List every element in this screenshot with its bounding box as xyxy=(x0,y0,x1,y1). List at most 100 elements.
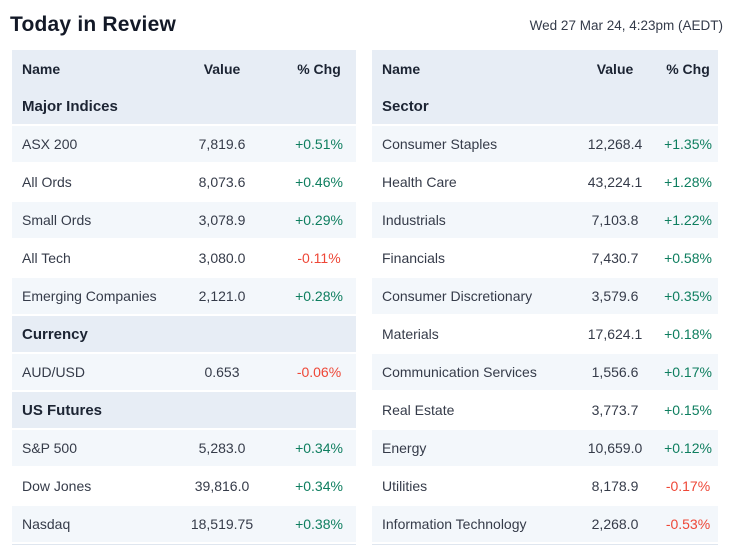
row-name: Dow Jones xyxy=(22,478,92,494)
row-change: +1.22% xyxy=(664,212,712,228)
row-name: Nasdaq xyxy=(22,516,71,532)
section-header-row: US Futures xyxy=(12,392,356,428)
row-change: +1.28% xyxy=(664,174,712,190)
row-value: 3,078.9 xyxy=(198,212,246,228)
section-title: Currency xyxy=(22,325,88,343)
row-value: 39,816.0 xyxy=(194,478,250,494)
row-value: 2,268.0 xyxy=(591,516,639,532)
table-row: Materials 17,624.1 +0.18% xyxy=(372,316,718,352)
column-header-value: Value xyxy=(203,61,241,77)
row-value: 7,819.6 xyxy=(198,136,246,152)
row-value: 5,283.0 xyxy=(198,440,246,456)
row-change: +0.51% xyxy=(295,136,343,152)
section-title: US Futures xyxy=(22,401,103,419)
row-change: +0.28% xyxy=(295,288,343,304)
table-row: Consumer Discretionary 3,579.6 +0.35% xyxy=(372,278,718,314)
row-value: 17,624.1 xyxy=(587,326,643,342)
column-header-value: Value xyxy=(596,61,634,77)
row-name: Emerging Companies xyxy=(22,288,157,304)
row-change: -0.11% xyxy=(297,250,341,266)
column-header-chg: % Chg xyxy=(297,61,341,77)
row-value: 7,430.7 xyxy=(591,250,639,266)
table-row: Small Ords 3,078.9 +0.29% xyxy=(12,202,356,238)
table-row: Nasdaq 18,519.75 +0.38% xyxy=(12,506,356,542)
table-row: S&P 500 5,283.0 +0.34% xyxy=(12,430,356,466)
table-row: AUD/USD 0.653 -0.06% xyxy=(12,354,356,390)
row-change: +0.34% xyxy=(295,478,343,494)
table-row: ASX 200 7,819.6 +0.51% xyxy=(12,126,356,162)
row-value: 3,080.0 xyxy=(198,250,246,266)
table-row: Consumer Staples 12,268.4 +1.35% xyxy=(372,126,718,162)
table-row: Energy 10,659.0 +0.12% xyxy=(372,430,718,466)
row-name: Information Technology xyxy=(382,516,527,532)
row-value: 43,224.1 xyxy=(587,174,643,190)
column-header-chg: % Chg xyxy=(666,61,710,77)
row-name: Real Estate xyxy=(382,402,455,418)
row-name: ASX 200 xyxy=(22,136,78,152)
column-header-row: Name Value % Chg xyxy=(372,50,718,88)
section-title: Major Indices xyxy=(22,97,118,115)
row-change: -0.53% xyxy=(665,516,711,532)
column-header-name: Name xyxy=(22,61,61,77)
row-value: 2,121.0 xyxy=(198,288,246,304)
row-change: +0.17% xyxy=(664,364,712,380)
indices-table: Name Value % Chg Major Indices ASX 200 7,819.… xyxy=(12,50,356,545)
row-change: +0.34% xyxy=(295,440,343,456)
row-name: Industrials xyxy=(382,212,446,228)
row-change: +0.38% xyxy=(295,516,343,532)
topbar: Today in Review Wed 27 Mar 24, 4:23pm (A… xyxy=(0,0,734,50)
row-name: Utilities xyxy=(382,478,428,494)
row-value: 18,519.75 xyxy=(190,516,254,532)
table-row: All Tech 3,080.0 -0.11% xyxy=(12,240,356,276)
table-row: Dow Jones 39,816.0 +0.34% xyxy=(12,468,356,504)
table-row: Financials 7,430.7 +0.58% xyxy=(372,240,718,276)
row-change: +0.46% xyxy=(295,174,343,190)
row-name: S&P 500 xyxy=(22,440,78,456)
row-name: Consumer Staples xyxy=(382,136,498,152)
timestamp: Wed 27 Mar 24, 4:23pm (AEDT) xyxy=(529,17,723,33)
row-name: Small Ords xyxy=(22,212,92,228)
row-change: -0.06% xyxy=(296,364,342,380)
table-row: Information Technology 2,268.0 -0.53% xyxy=(372,506,718,542)
row-value: 3,579.6 xyxy=(591,288,639,304)
row-name: Financials xyxy=(382,250,446,266)
row-value: 0.653 xyxy=(204,364,240,380)
row-name: Materials xyxy=(382,326,439,342)
row-change: -0.17% xyxy=(665,478,711,494)
table-row: Real Estate 3,773.7 +0.15% xyxy=(372,392,718,428)
review-tables: Name Value % Chg Major Indices ASX 200 7,819.… xyxy=(0,50,734,545)
row-name: Communication Services xyxy=(382,364,537,380)
row-name: All Ords xyxy=(22,174,72,190)
table-row: Industrials 7,103.8 +1.22% xyxy=(372,202,718,238)
row-change: +0.18% xyxy=(664,326,712,342)
column-header-row: Name Value % Chg xyxy=(12,50,356,88)
row-value: 1,556.6 xyxy=(591,364,639,380)
row-value: 10,659.0 xyxy=(587,440,643,456)
section-header-row: Major Indices xyxy=(12,88,356,124)
section-header-row: Sector xyxy=(372,88,718,124)
row-change: +1.35% xyxy=(664,136,712,152)
table-row: Health Care 43,224.1 +1.28% xyxy=(372,164,718,200)
row-change: +0.35% xyxy=(664,288,712,304)
row-name: Consumer Discretionary xyxy=(382,288,533,304)
row-name: AUD/USD xyxy=(22,364,86,380)
sectors-table: Name Value % Chg Sector Consumer Staples 12,2… xyxy=(372,50,718,545)
section-header-row: Currency xyxy=(12,316,356,352)
table-row: All Ords 8,073.6 +0.46% xyxy=(12,164,356,200)
row-value: 3,773.7 xyxy=(591,402,639,418)
table-row: Utilities 8,178.9 -0.17% xyxy=(372,468,718,504)
row-change: +0.29% xyxy=(295,212,343,228)
row-value: 8,178.9 xyxy=(591,478,639,494)
row-change: +0.15% xyxy=(664,402,712,418)
table-row: Communication Services 1,556.6 +0.17% xyxy=(372,354,718,390)
row-change: +0.12% xyxy=(664,440,712,456)
row-value: 7,103.8 xyxy=(591,212,639,228)
section-title: Sector xyxy=(382,97,429,115)
row-value: 12,268.4 xyxy=(587,136,643,152)
row-name: All Tech xyxy=(22,250,71,266)
row-name: Health Care xyxy=(382,174,457,190)
page-title: Today in Review xyxy=(10,13,176,36)
table-row: Emerging Companies 2,121.0 +0.28% xyxy=(12,278,356,314)
row-change: +0.58% xyxy=(664,250,712,266)
row-value: 8,073.6 xyxy=(198,174,246,190)
